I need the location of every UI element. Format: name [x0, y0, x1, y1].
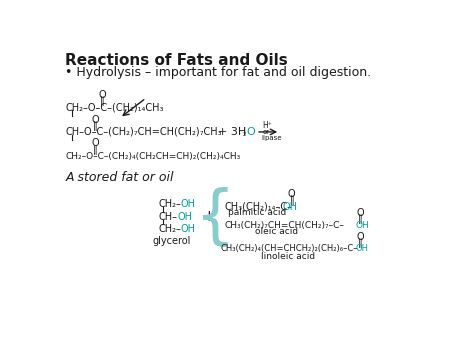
- Text: OH: OH: [356, 245, 368, 253]
- Text: + 3H: + 3H: [218, 127, 246, 137]
- Text: OH: OH: [181, 224, 196, 234]
- Text: O: O: [92, 138, 100, 148]
- Text: • Hydrolysis – important for fat and oil digestion.: • Hydrolysis – important for fat and oil…: [65, 66, 372, 79]
- Text: CH₃(CH₂)₁₄–C–: CH₃(CH₂)₁₄–C–: [224, 202, 292, 212]
- Text: H⁺: H⁺: [262, 121, 272, 130]
- Text: O: O: [247, 127, 255, 137]
- Text: ∥: ∥: [93, 144, 98, 155]
- Text: ∥: ∥: [357, 238, 363, 248]
- Text: O: O: [356, 208, 364, 218]
- Text: Reactions of Fats and Oils: Reactions of Fats and Oils: [65, 53, 288, 69]
- Text: +: +: [202, 209, 215, 224]
- Text: OH: OH: [356, 220, 369, 230]
- Text: ∥: ∥: [289, 196, 294, 206]
- Text: ∥: ∥: [100, 96, 105, 106]
- Text: O: O: [288, 189, 296, 199]
- Text: OH: OH: [283, 202, 298, 212]
- Text: {: {: [194, 186, 235, 248]
- Text: CH₂–O–C–(CH₂)₄(CH₂CH=CH)₂(CH₂)₄CH₃: CH₂–O–C–(CH₂)₄(CH₂CH=CH)₂(CH₂)₄CH₃: [65, 152, 241, 161]
- Text: CH₂–: CH₂–: [158, 199, 182, 209]
- Text: ₂: ₂: [243, 129, 246, 138]
- Text: glycerol: glycerol: [153, 236, 191, 246]
- Text: CH₂–: CH₂–: [158, 224, 182, 234]
- Text: OH: OH: [181, 199, 196, 209]
- Text: OH: OH: [178, 212, 193, 222]
- Text: linoleic acid: linoleic acid: [261, 252, 315, 261]
- Text: A stored fat or oil: A stored fat or oil: [65, 171, 174, 184]
- Text: CH–: CH–: [158, 212, 177, 222]
- Text: O: O: [99, 90, 107, 100]
- Text: ∥: ∥: [357, 214, 363, 224]
- Text: O: O: [356, 232, 364, 242]
- Text: CH₃(CH₂)₇CH=CH(CH₂)₇–C–: CH₃(CH₂)₇CH=CH(CH₂)₇–C–: [224, 220, 344, 230]
- Text: oleic acid: oleic acid: [255, 227, 298, 236]
- Text: CH₂–O–C–(CH₂)₁₄CH₃: CH₂–O–C–(CH₂)₁₄CH₃: [65, 102, 164, 112]
- Text: palmitic acid: palmitic acid: [228, 208, 286, 217]
- Text: CH₃(CH₂)₄(CH=CHCH₂)₂(CH₂)₆–C–: CH₃(CH₂)₄(CH=CHCH₂)₂(CH₂)₆–C–: [220, 245, 358, 253]
- Text: ∥: ∥: [93, 121, 98, 131]
- Text: O: O: [92, 115, 100, 125]
- Text: or: or: [263, 129, 270, 135]
- Text: lipase: lipase: [262, 135, 282, 141]
- Text: CH–O–C–(CH₂)₇CH=CH(CH₂)₇CH₃: CH–O–C–(CH₂)₇CH=CH(CH₂)₇CH₃: [65, 127, 222, 137]
